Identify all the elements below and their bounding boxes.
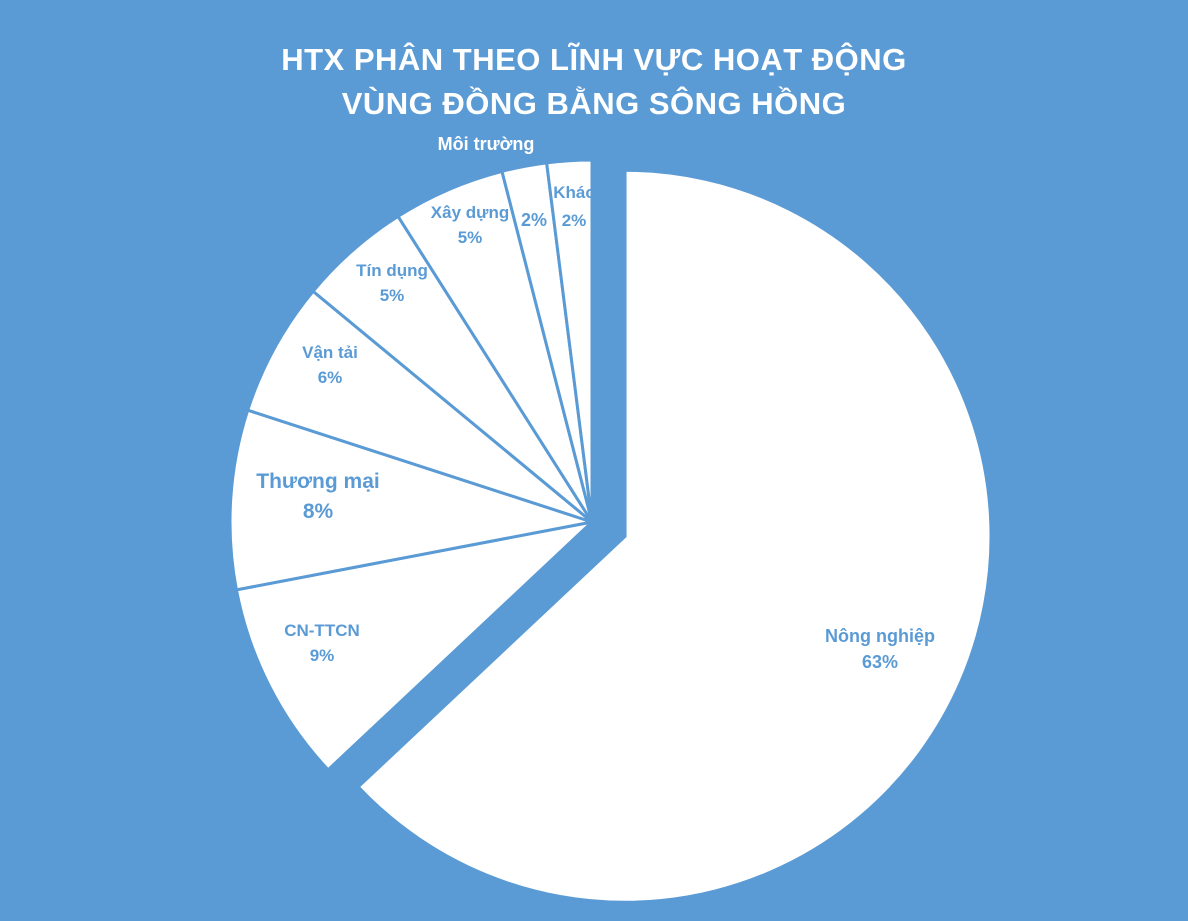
slice-label-category: Thương mại [256, 470, 379, 493]
pie-slice-2 [228, 408, 593, 592]
pie-slice-1 [234, 519, 597, 772]
chart-subtitle: VÙNG ĐỒNG BẰNG SÔNG HỒNG [341, 86, 847, 121]
slice-label-category: Xây dựng [431, 203, 509, 222]
slice-label-category: Tín dụng [356, 261, 428, 280]
slice-label-percent: 2% [562, 211, 587, 230]
slice-label-category: Môi trường [438, 134, 535, 154]
slice-label-category: CN-TTCN [284, 621, 360, 640]
pie-slice-0 [356, 168, 993, 904]
slice-label-percent: 8% [303, 500, 334, 523]
pie-slice-7 [544, 158, 594, 523]
slice-label-percent: 2% [521, 210, 547, 230]
slice-label-percent: 6% [318, 368, 343, 387]
slice-label-percent: 9% [310, 646, 335, 665]
slice-label-percent: 5% [458, 228, 483, 247]
slice-label-category: Vận tải [302, 343, 358, 362]
slice-label-category: Khác [553, 183, 595, 202]
slice-label-percent: 5% [380, 286, 405, 305]
slice-label-percent: 63% [862, 652, 898, 672]
pie-slice-3 [245, 289, 593, 524]
chart-title: HTX PHÂN THEO LĨNH VỰC HOẠT ĐỘNG [281, 42, 907, 77]
slice-label-category: Nông nghiệp [825, 626, 935, 646]
